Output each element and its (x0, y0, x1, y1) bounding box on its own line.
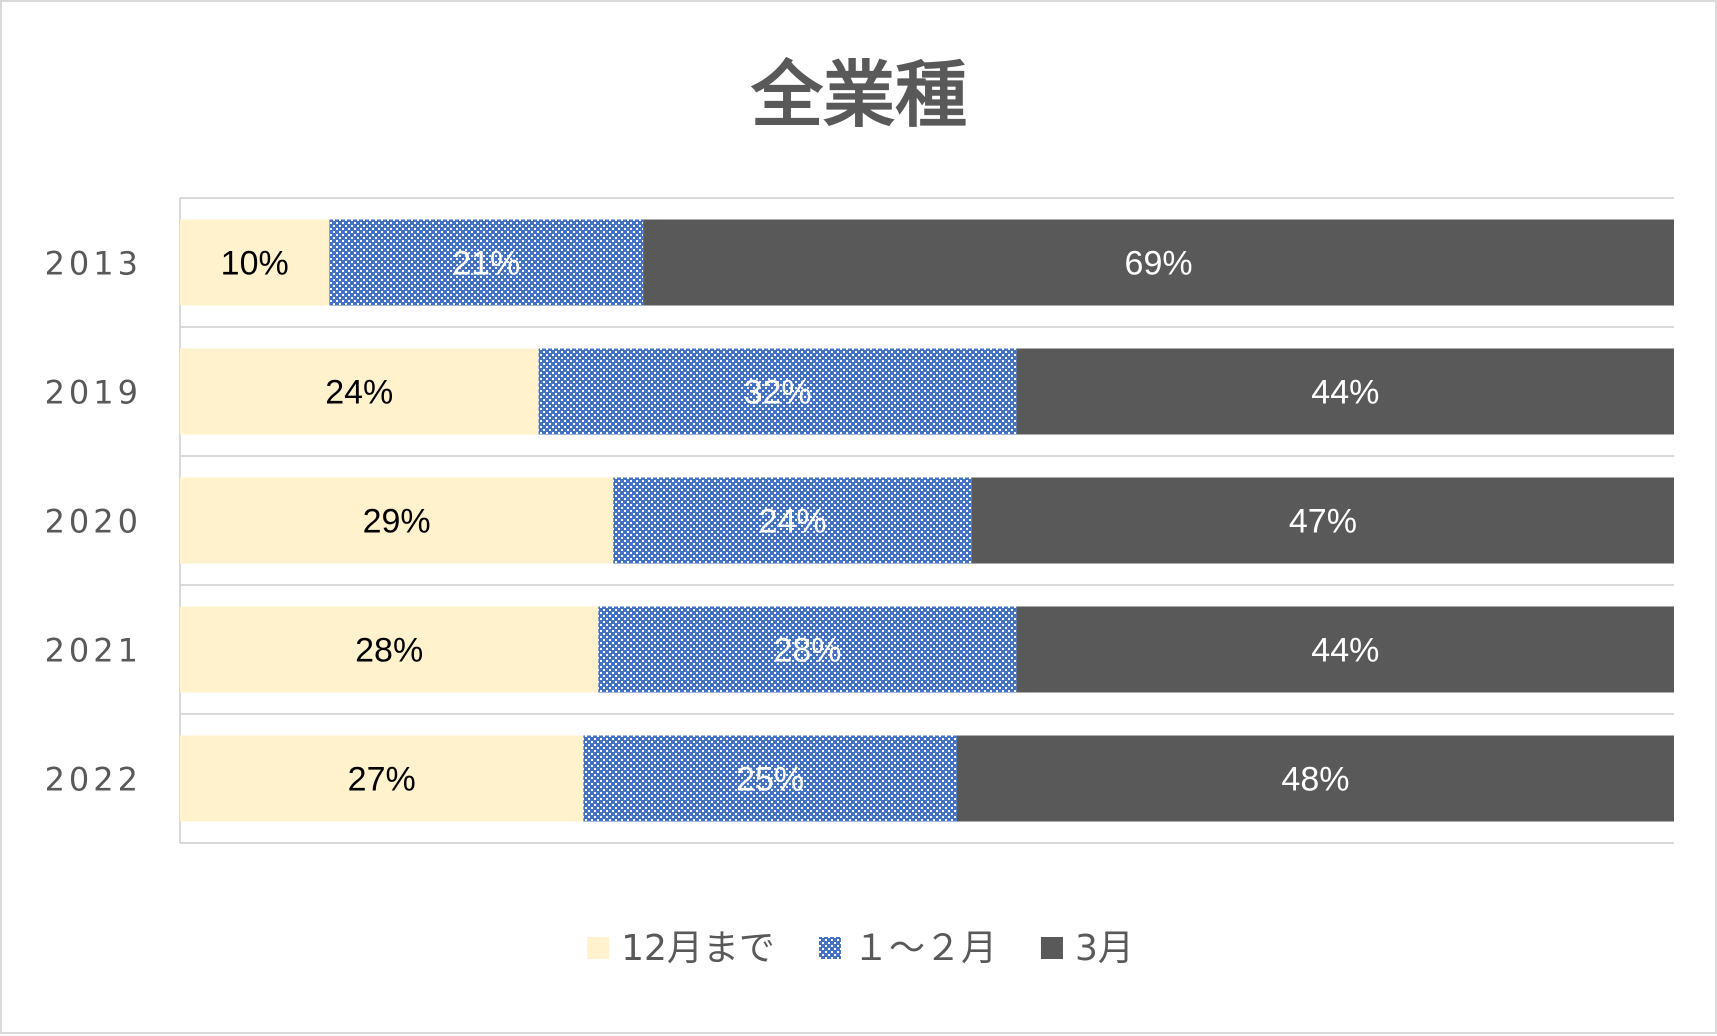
legend: 12月まで １～２月 3月 (587, 928, 1134, 969)
data-label: 47% (1289, 503, 1357, 541)
data-label: 21% (452, 245, 520, 283)
data-label: 24% (325, 374, 393, 412)
bar-segment-series-2 (598, 606, 1017, 693)
bar-segment-series-2 (583, 735, 957, 822)
category-ticks: 2013 2019 2020 2021 2022 (45, 245, 142, 799)
data-label: 24% (759, 503, 827, 541)
bar-segment-series-1 (180, 735, 584, 822)
bar-segment-series-3 (643, 219, 1674, 306)
bar-segment-series-1 (180, 348, 539, 435)
gridlines (179, 197, 1674, 844)
bar-segment-series-3 (1016, 348, 1674, 435)
category-tick-label: 2022 (45, 761, 142, 799)
bar-segment-series-1 (180, 477, 614, 564)
bar-segment-series-1 (180, 219, 330, 306)
bars: 10% 21% 69% 24% 32% 44% 29% 24% 47% 28% 28% 44% 27% 2… (180, 219, 1674, 822)
data-label: 25% (736, 761, 804, 799)
bar-segment-series-3 (956, 735, 1674, 822)
data-label: 27% (348, 761, 416, 799)
data-label: 29% (363, 503, 431, 541)
legend-item-series-2: １～２月 (818, 928, 997, 969)
legend-label: 12月まで (621, 928, 775, 969)
data-label: 48% (1281, 761, 1349, 799)
legend-label: 3月 (1075, 928, 1134, 969)
data-label: 69% (1125, 245, 1193, 283)
category-tick-label: 2020 (45, 503, 142, 541)
category-tick-label: 2021 (45, 632, 142, 670)
legend-swatch (1040, 937, 1063, 959)
legend-swatch (818, 937, 841, 959)
data-label: 28% (773, 632, 841, 670)
data-label: 28% (355, 632, 423, 670)
bar-segment-series-3 (1016, 606, 1674, 693)
legend-item-series-3: 3月 (1040, 928, 1134, 969)
bar-segment-series-2 (538, 348, 1017, 435)
bar-segment-series-1 (180, 606, 599, 693)
data-label: 32% (744, 374, 812, 412)
legend-swatch (587, 937, 610, 959)
bar-segment-series-2 (329, 219, 644, 306)
bar-segment-series-2 (613, 477, 972, 564)
legend-item-series-1: 12月まで (587, 928, 775, 969)
data-label: 10% (221, 245, 289, 283)
category-tick-label: 2013 (45, 245, 142, 283)
category-tick-label: 2019 (45, 374, 142, 412)
legend-label: １～２月 (853, 928, 997, 969)
data-label: 44% (1311, 374, 1379, 412)
chart-title: 全業種 (750, 53, 967, 137)
bar-segment-series-3 (971, 477, 1674, 564)
data-label: 44% (1311, 632, 1379, 670)
